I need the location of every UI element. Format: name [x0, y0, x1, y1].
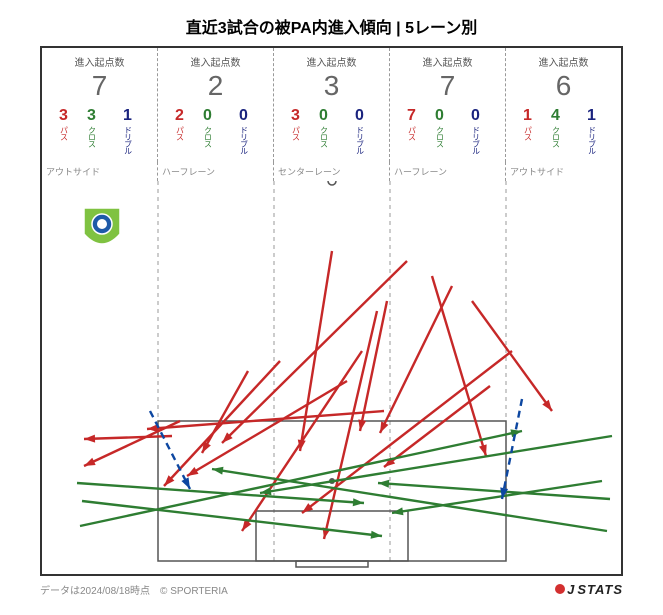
logo-stats: STATS: [577, 582, 623, 597]
cross-count: 4: [551, 108, 560, 124]
lane-name: センターレーン: [274, 162, 390, 181]
dribble-label: ドリブル: [124, 126, 132, 154]
stat-breakdown: 3 パス 3 クロス 1 ドリブル: [44, 108, 155, 154]
lane-stats-row: 進入起点数 7 3 パス 3 クロス 1 ドリブル 進入起点数 2 2 パス 0 クロス …: [40, 46, 623, 162]
logo-dot-icon: [555, 584, 565, 594]
lane-stat: 進入起点数 2 2 パス 0 クロス 0 ドリブル: [158, 48, 274, 162]
lane-name: ハーフレーン: [390, 162, 506, 181]
pass-label: パス: [176, 126, 184, 140]
pass-count: 3: [59, 108, 68, 124]
lane-stat: 進入起点数 7 7 パス 0 クロス 0 ドリブル: [390, 48, 506, 162]
lane-names-row: アウトサイド ハーフレーン センターレーン ハーフレーン アウトサイド: [40, 162, 623, 181]
pass-count: 2: [175, 108, 184, 124]
stat-total: 2: [160, 71, 271, 102]
chart-container: 直近3試合の被PA内進入傾向 | 5レーン別 進入起点数 7 3 パス 3 クロス …: [10, 14, 653, 605]
logo-j: J: [567, 582, 575, 597]
stat-total: 6: [508, 71, 619, 102]
lane-name: アウトサイド: [506, 162, 621, 181]
cross-count: 0: [203, 108, 212, 124]
cross-count: 0: [319, 108, 328, 124]
pass-label: パス: [60, 126, 68, 140]
stat-total: 3: [276, 71, 387, 102]
lane-stat: 進入起点数 6 1 パス 4 クロス 1 ドリブル: [506, 48, 621, 162]
stat-breakdown: 7 パス 0 クロス 0 ドリブル: [392, 108, 503, 154]
cross-label: クロス: [436, 126, 444, 147]
lane-name: ハーフレーン: [158, 162, 274, 181]
pass-label: パス: [292, 126, 300, 140]
cross-label: クロス: [320, 126, 328, 147]
stat-total: 7: [44, 71, 155, 102]
stat-label: 進入起点数: [508, 54, 619, 69]
cross-count: 0: [435, 108, 444, 124]
dribble-count: 0: [471, 108, 480, 124]
pass-count: 7: [407, 108, 416, 124]
pass-count: 3: [291, 108, 300, 124]
stat-breakdown: 2 パス 0 クロス 0 ドリブル: [160, 108, 271, 154]
dribble-label: ドリブル: [588, 126, 596, 154]
cross-count: 3: [87, 108, 96, 124]
pitch-svg: [42, 181, 622, 569]
dribble-count: 1: [587, 108, 596, 124]
pass-count: 1: [523, 108, 532, 124]
pass-label: パス: [408, 126, 416, 140]
stat-breakdown: 3 パス 0 クロス 0 ドリブル: [276, 108, 387, 154]
cross-label: クロス: [552, 126, 560, 147]
lane-stat: 進入起点数 3 3 パス 0 クロス 0 ドリブル: [274, 48, 390, 162]
lane-name: アウトサイド: [42, 162, 158, 181]
dribble-count: 1: [123, 108, 132, 124]
footer-credit: データは2024/08/18時点 © SPORTERIA: [40, 582, 228, 597]
stat-label: 進入起点数: [276, 54, 387, 69]
pitch-area: [40, 181, 623, 576]
stat-label: 進入起点数: [44, 54, 155, 69]
dribble-label: ドリブル: [472, 126, 480, 154]
stat-total: 7: [392, 71, 503, 102]
dribble-count: 0: [239, 108, 248, 124]
stat-label: 進入起点数: [392, 54, 503, 69]
stat-label: 進入起点数: [160, 54, 271, 69]
stats-logo: J STATS: [555, 582, 623, 597]
dribble-label: ドリブル: [240, 126, 248, 154]
cross-label: クロス: [88, 126, 96, 147]
dribble-count: 0: [355, 108, 364, 124]
stat-breakdown: 1 パス 4 クロス 1 ドリブル: [508, 108, 619, 154]
dribble-label: ドリブル: [356, 126, 364, 154]
pass-label: パス: [524, 126, 532, 140]
lane-stat: 進入起点数 7 3 パス 3 クロス 1 ドリブル: [42, 48, 158, 162]
cross-label: クロス: [204, 126, 212, 147]
footer: データは2024/08/18時点 © SPORTERIA J STATS: [40, 582, 623, 597]
chart-title: 直近3試合の被PA内進入傾向 | 5レーン別: [10, 14, 653, 38]
